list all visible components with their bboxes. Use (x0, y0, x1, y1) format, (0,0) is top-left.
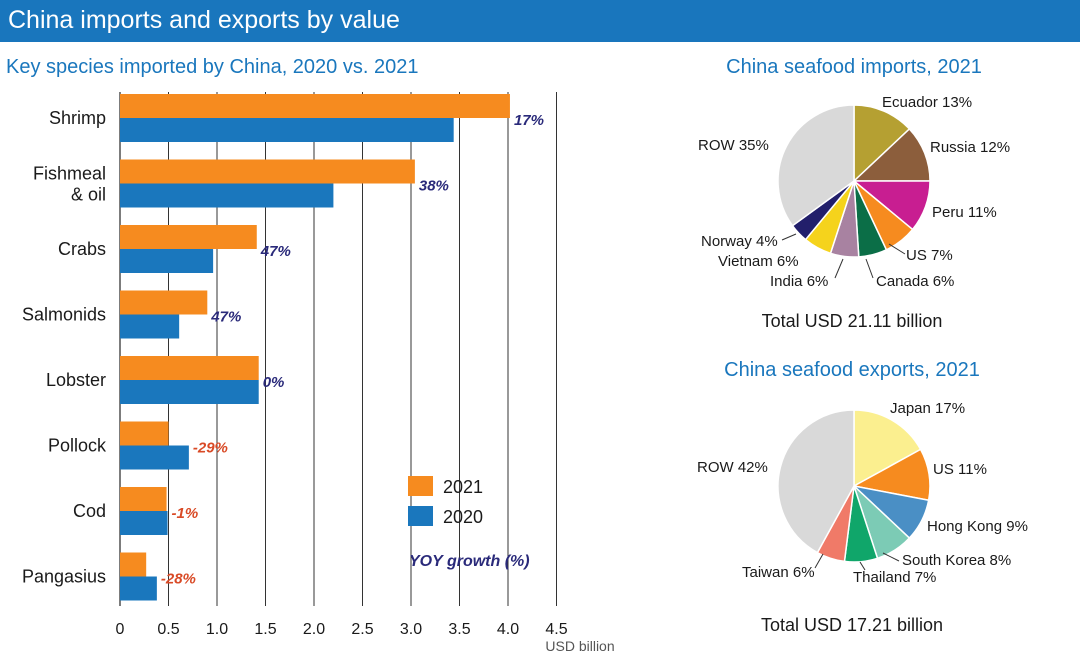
pie-label: Russia 12% (930, 139, 1010, 156)
pie-slice-row (777, 104, 855, 227)
x-tick-labels: 0 0.5 1.0 1.5 2.0 2.5 3.0 3.5 4.0 4.5 (116, 621, 568, 638)
category-label: Shrimp (49, 108, 106, 128)
legend-swatch-2020 (408, 506, 433, 526)
exports-pie-title: China seafood exports, 2021 (724, 359, 980, 381)
growth-label: -29% (193, 440, 228, 457)
bar-pangasius-2021 (120, 552, 147, 577)
pie-label: India 6% (770, 273, 828, 290)
page-title: China imports and exports by value (0, 0, 1080, 42)
bar-pollock-2021 (120, 421, 169, 446)
bar-chart: Key species imported by China, 2020 vs. … (6, 56, 615, 654)
legend-swatch-2021 (408, 476, 433, 496)
category-label: Lobster (46, 370, 106, 390)
x-tick-label: 3.0 (400, 621, 422, 638)
imports-pie-chart: China seafood imports, 2021 Ecuador 13% R… (698, 56, 1010, 331)
bar-chart-title: Key species imported by China, 2020 vs. … (6, 56, 418, 78)
leader-line (859, 561, 866, 571)
bars (120, 94, 510, 601)
imports-pie-labels: Ecuador 13% Russia 12% Peru 11% US 7% Canada… (698, 94, 1010, 290)
leader-line (865, 258, 874, 279)
pie-label: Japan 17% (890, 400, 965, 417)
growth-label: 47% (210, 309, 241, 326)
category-label: Pangasius (22, 567, 106, 587)
bar-fishmeal-oil-2021 (120, 159, 415, 184)
growth-label: -1% (172, 505, 199, 522)
x-tick-label: 0 (116, 621, 125, 638)
bar-pangasius-2020 (120, 576, 157, 601)
category-label: Fishmeal & oil (33, 164, 106, 205)
pie-label: US 7% (906, 247, 953, 264)
imports-total: Total USD 21.11 billion (762, 311, 943, 331)
imports-pie-title: China seafood imports, 2021 (726, 56, 982, 78)
exports-pie-chart: China seafood exports, 2021 Japan 17% US … (697, 359, 1028, 635)
bar-crabs-2021 (120, 225, 257, 249)
pie-label: Vietnam 6% (718, 253, 799, 270)
x-tick-label: 3.5 (448, 621, 470, 638)
bar-cod-2021 (120, 487, 167, 511)
x-tick-label: 2.0 (303, 621, 325, 638)
x-axis-label: USD billion (545, 638, 614, 654)
x-tick-label: 1.5 (254, 621, 276, 638)
imports-pie-slices (777, 104, 931, 258)
x-tick-label: 0.5 (157, 621, 179, 638)
pie-label: ROW 42% (697, 459, 768, 476)
exports-pie-labels: Japan 17% US 11% Hong Kong 9% South Korea 8… (697, 400, 1028, 586)
category-label: Salmonids (22, 305, 106, 325)
pie-label: Taiwan 6% (742, 564, 815, 581)
growth-label: 0% (263, 374, 285, 391)
bar-lobster-2020 (120, 380, 259, 404)
bar-salmonids-2021 (120, 290, 208, 315)
leader-line (882, 552, 900, 562)
legend-label-2020: 2020 (443, 507, 483, 527)
category-label: Pollock (48, 436, 107, 456)
legend-label-2021: 2021 (443, 477, 483, 497)
growth-label: 47% (260, 243, 291, 260)
growth-label: 17% (514, 112, 544, 129)
pie-label: Peru 11% (932, 204, 997, 221)
bar-shrimp-2021 (120, 94, 510, 118)
bar-fishmeal-oil-2020 (120, 183, 334, 208)
bar-shrimp-2020 (120, 118, 454, 142)
legend: 2021 2020 (408, 476, 483, 527)
pie-slice-ecuador (853, 104, 911, 183)
exports-pie-slices (777, 409, 931, 563)
bar-pollock-2020 (120, 445, 189, 470)
pie-label: ROW 35% (698, 137, 769, 154)
bar-salmonids-2020 (120, 314, 180, 339)
yoy-growth-note: YOY growth (%) (409, 553, 530, 570)
pie-label: US 11% (933, 461, 987, 478)
growth-labels: 17% 38% 47% 47% 0% -29% -1% -28% (161, 112, 544, 588)
pie-label: Hong Kong 9% (927, 518, 1028, 535)
category-label: Cod (73, 501, 106, 521)
exports-total: Total USD 17.21 billion (761, 615, 943, 635)
x-tick-label: 2.5 (351, 621, 373, 638)
pie-label: Norway 4% (701, 233, 778, 250)
bar-cod-2020 (120, 511, 168, 535)
category-labels: Shrimp Fishmeal & oil Crabs Salmonids Lobster… (22, 108, 107, 587)
x-tick-label: 1.0 (206, 621, 228, 638)
bar-lobster-2021 (120, 356, 259, 380)
pie-label: South Korea 8% (902, 552, 1011, 569)
leader-line (888, 243, 906, 255)
x-tick-label: 4.0 (497, 621, 519, 638)
pie-slice-row (777, 409, 855, 554)
pie-label: Ecuador 13% (882, 94, 972, 111)
category-label: Crabs (58, 239, 106, 259)
growth-label: -28% (161, 571, 196, 588)
growth-label: 38% (419, 178, 449, 195)
pie-label: Canada 6% (876, 273, 954, 290)
bar-crabs-2020 (120, 249, 214, 273)
infographic: Key species imported by China, 2020 vs. … (6, 56, 1028, 654)
x-tick-label: 4.5 (545, 621, 567, 638)
leader-line (781, 233, 797, 241)
leader-line (834, 258, 844, 279)
pie-slice-japan (853, 409, 922, 488)
pie-label: Thailand 7% (853, 569, 936, 586)
leader-line (814, 553, 824, 569)
